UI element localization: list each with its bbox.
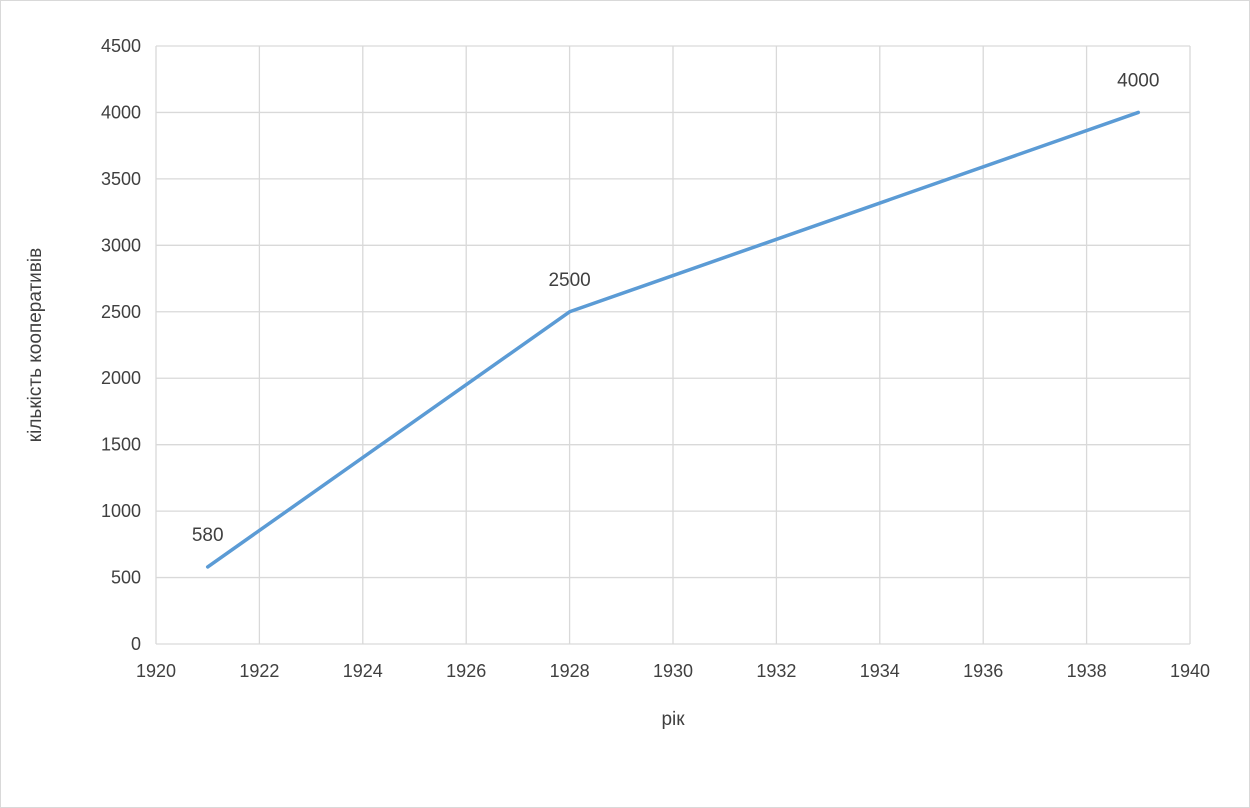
y-tick-label: 4500 [101,36,141,56]
x-gridlines [155,46,1191,644]
y-tick-label: 2500 [101,302,141,322]
series-layer [205,110,1141,569]
y-tick-label: 500 [111,568,141,588]
data-labels: 580 2500 4000 [192,70,1160,545]
y-tick-label: 0 [131,634,141,654]
x-tick-label: 1930 [653,661,693,681]
series-line [205,110,1141,569]
y-tick-label: 3500 [101,169,141,189]
y-tick-label: 1500 [101,435,141,455]
x-axis-title: рік [661,709,685,730]
x-tick-label: 1932 [756,661,796,681]
x-tick-label: 1926 [446,661,486,681]
y-tick-label: 1000 [101,501,141,521]
data-label: 580 [192,525,224,546]
x-tick-label: 1924 [343,661,383,681]
y-tick-label: 2000 [101,368,141,388]
x-tick-label: 1934 [860,661,900,681]
x-tick-label: 1938 [1067,661,1107,681]
data-label: 4000 [1117,70,1159,91]
y-tick-labels: 0 500 1000 1500 2000 2500 3000 3500 4000 4500 [101,36,141,654]
x-tick-label: 1936 [963,661,1003,681]
y-tick-label: 4000 [101,102,141,122]
data-label: 2500 [548,270,590,291]
x-tick-label: 1928 [550,661,590,681]
x-tick-label: 1920 [136,661,176,681]
y-tick-label: 3000 [101,235,141,255]
y-axis-title: кількість кооперативів [25,248,46,442]
x-tick-labels: 1920 1922 1924 1926 1928 1930 1932 1934 1936 1938… [136,661,1210,681]
x-tick-label: 1922 [239,661,279,681]
x-tick-label: 1940 [1170,661,1210,681]
